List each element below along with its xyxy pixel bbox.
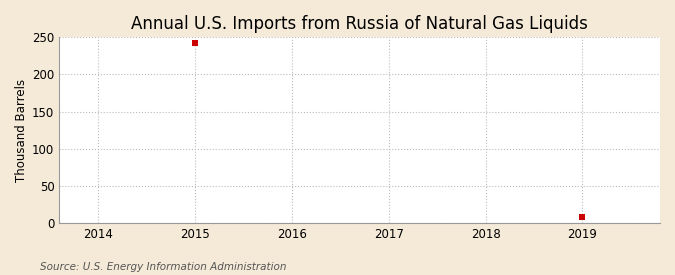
Text: Source: U.S. Energy Information Administration: Source: U.S. Energy Information Administ…: [40, 262, 287, 272]
Y-axis label: Thousand Barrels: Thousand Barrels: [15, 79, 28, 182]
Title: Annual U.S. Imports from Russia of Natural Gas Liquids: Annual U.S. Imports from Russia of Natur…: [131, 15, 588, 33]
